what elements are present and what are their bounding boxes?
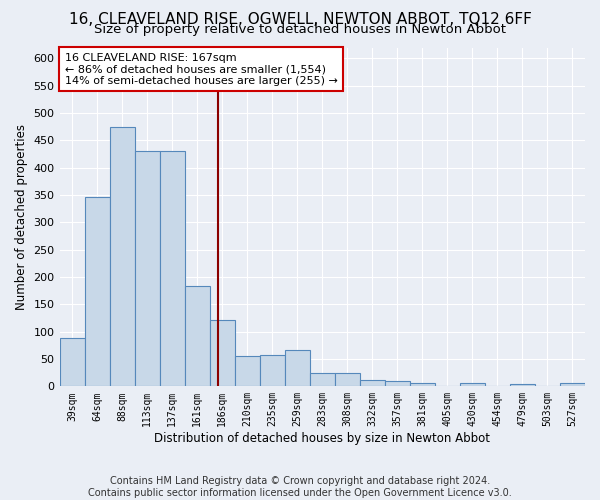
Bar bbox=[160, 152, 185, 386]
Y-axis label: Number of detached properties: Number of detached properties bbox=[15, 124, 28, 310]
Bar bbox=[185, 286, 209, 386]
Text: 16, CLEAVELAND RISE, OGWELL, NEWTON ABBOT, TQ12 6FF: 16, CLEAVELAND RISE, OGWELL, NEWTON ABBO… bbox=[68, 12, 532, 28]
Bar bbox=[134, 152, 160, 386]
Bar bbox=[560, 382, 585, 386]
Text: Contains HM Land Registry data © Crown copyright and database right 2024.
Contai: Contains HM Land Registry data © Crown c… bbox=[88, 476, 512, 498]
Bar bbox=[310, 373, 335, 386]
Bar bbox=[285, 350, 310, 387]
Bar bbox=[59, 338, 85, 386]
Bar bbox=[385, 381, 410, 386]
Bar bbox=[460, 383, 485, 386]
X-axis label: Distribution of detached houses by size in Newton Abbot: Distribution of detached houses by size … bbox=[154, 432, 490, 445]
Bar bbox=[335, 373, 360, 386]
Bar bbox=[360, 380, 385, 386]
Bar bbox=[85, 196, 110, 386]
Text: Size of property relative to detached houses in Newton Abbot: Size of property relative to detached ho… bbox=[94, 22, 506, 36]
Bar bbox=[110, 126, 134, 386]
Text: 16 CLEAVELAND RISE: 167sqm
← 86% of detached houses are smaller (1,554)
14% of s: 16 CLEAVELAND RISE: 167sqm ← 86% of deta… bbox=[65, 52, 338, 86]
Bar bbox=[510, 384, 535, 386]
Bar bbox=[410, 382, 435, 386]
Bar bbox=[260, 354, 285, 386]
Bar bbox=[209, 320, 235, 386]
Bar bbox=[235, 356, 260, 386]
